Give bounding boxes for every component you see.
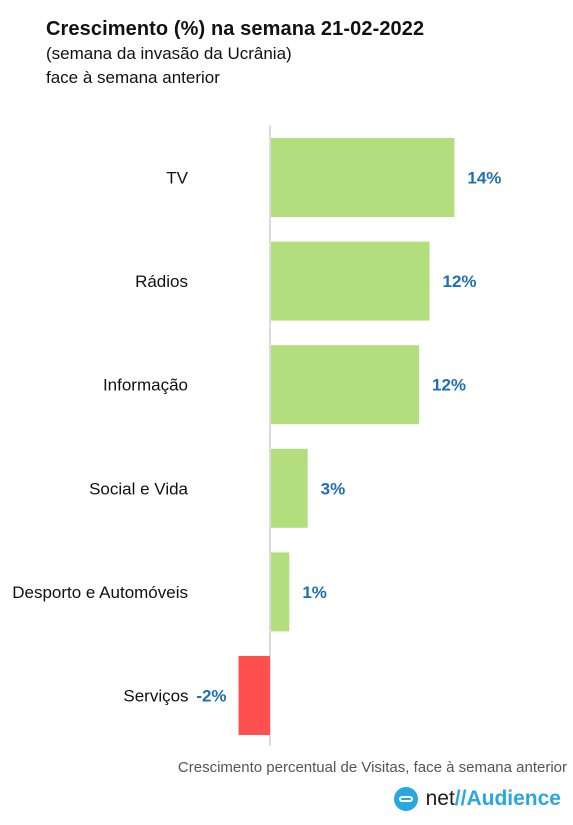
chart-subtitle-line-1: (semana da invasão da Ucrânia) <box>46 44 292 63</box>
category-label: Serviços <box>123 687 188 706</box>
chart-title: Crescimento (%) na semana 21-02-2022 <box>46 18 425 40</box>
bar <box>271 448 308 528</box>
netaudience-logo-icon <box>393 787 418 811</box>
category-label: Desporto e Automóveis <box>12 583 188 602</box>
bar-chart: TV 14% Rádios 12% Informação 12% Social e Vida… <box>12 125 501 746</box>
value-label: 14% <box>467 169 501 188</box>
category-label: Social e Vida <box>89 479 188 498</box>
brand-logo: net//Audience <box>393 787 561 811</box>
bar <box>271 138 455 217</box>
chart-note: Crescimento percentual de Visitas, face … <box>177 759 567 776</box>
value-label: 12% <box>443 272 477 291</box>
brand-net: net <box>425 787 455 810</box>
chart-title-block: Crescimento (%) na semana 21-02-2022 (se… <box>46 16 424 90</box>
category-label: Informação <box>103 376 188 395</box>
brand-name: Audience <box>466 787 561 810</box>
bar <box>271 241 430 321</box>
chart-subtitle-line-2: face à semana anterior <box>46 68 220 87</box>
category-label: Rádios <box>135 272 188 291</box>
bar <box>271 552 290 632</box>
brand-separator: // <box>454 787 467 810</box>
bar <box>238 656 270 735</box>
category-label: TV <box>166 169 188 188</box>
value-label: 12% <box>432 376 466 395</box>
value-label: -2% <box>196 687 226 706</box>
value-label: 1% <box>302 583 327 602</box>
value-label: 3% <box>321 479 346 498</box>
brand-wordmark: net//Audience <box>426 787 561 811</box>
bar <box>271 345 420 425</box>
